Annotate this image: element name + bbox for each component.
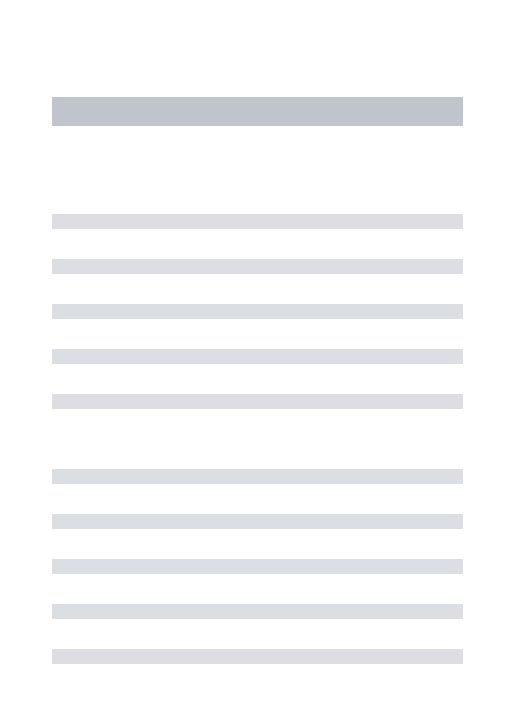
skeleton-line xyxy=(52,514,463,529)
skeleton-line xyxy=(52,559,463,574)
skeleton-line xyxy=(52,604,463,619)
skeleton-line xyxy=(52,214,463,229)
skeleton-block-2 xyxy=(52,469,463,664)
skeleton-block-1 xyxy=(52,214,463,409)
skeleton-line xyxy=(52,469,463,484)
skeleton-container xyxy=(52,0,463,664)
skeleton-line xyxy=(52,304,463,319)
skeleton-line xyxy=(52,259,463,274)
skeleton-line xyxy=(52,649,463,664)
skeleton-line xyxy=(52,349,463,364)
skeleton-line xyxy=(52,394,463,409)
skeleton-title-bar xyxy=(52,97,463,126)
